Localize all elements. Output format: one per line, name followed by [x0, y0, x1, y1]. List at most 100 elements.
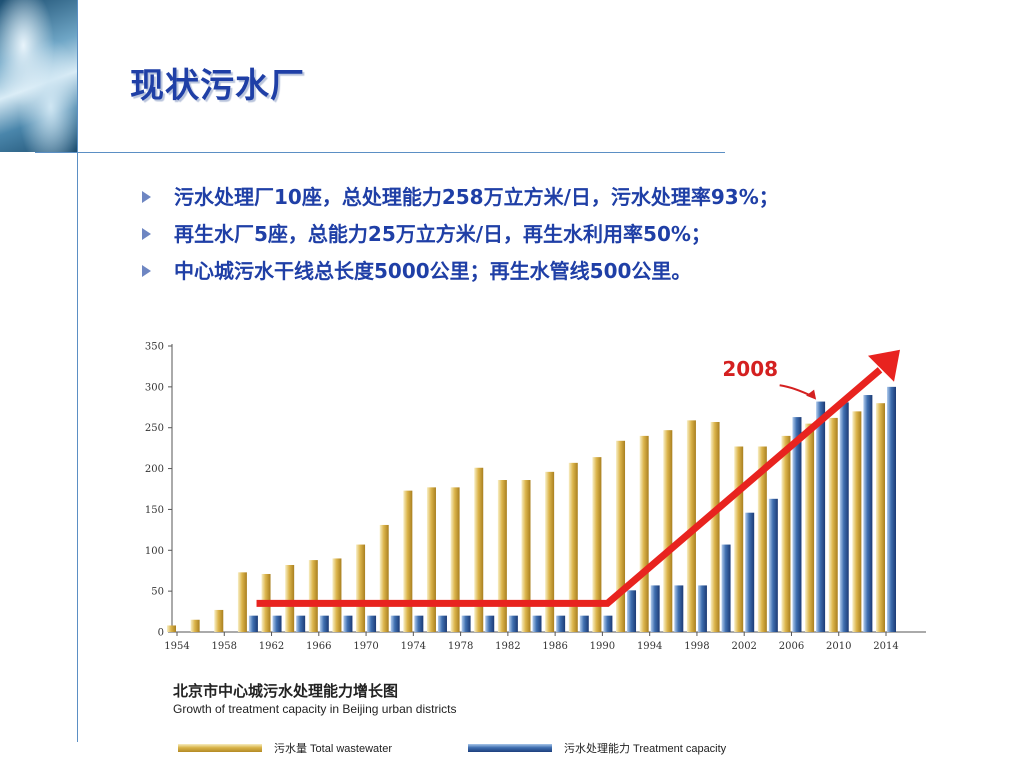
x-tick-label: 1962: [259, 641, 284, 652]
wastewater-bar: [852, 411, 862, 632]
x-tick-label: 1958: [212, 641, 237, 652]
y-tick-label: 50: [151, 587, 164, 598]
wastewater-bar: [828, 417, 838, 632]
water-splash-image: [0, 0, 78, 152]
wastewater-bar: [639, 435, 649, 632]
capacity-bar: [272, 615, 282, 632]
capacity-bar: [579, 615, 589, 632]
x-tick-label: 1974: [401, 641, 426, 652]
capacity-bar: [603, 615, 613, 632]
capacity-bar: [768, 498, 778, 632]
bullet-arrow-icon: [142, 228, 151, 240]
capacity-bar: [367, 615, 377, 632]
capacity-bar: [792, 417, 802, 632]
wastewater-bar: [781, 435, 791, 632]
x-tick-label: 2010: [826, 641, 851, 652]
trend-arrow-line: [256, 367, 883, 607]
trend-overlay: 2008: [256, 349, 900, 607]
bullet-item: 污水处理厂10座，总处理能力258万立方米/日，污水处理率93%；: [140, 180, 779, 217]
bullet-item: 再生水厂5座，总能力25万立方米/日，再生水利用率50%；: [140, 217, 779, 254]
capacity-bar: [296, 615, 306, 632]
capacity-bar: [887, 386, 896, 632]
capacity-bar: [650, 585, 660, 632]
wastewater-bar: [497, 480, 507, 632]
wastewater-bar: [237, 572, 247, 632]
trend-arrowhead: [868, 349, 900, 382]
bullet-arrow-icon: [142, 265, 151, 277]
wastewater-bar: [190, 619, 200, 632]
x-tick-label: 1982: [495, 641, 520, 652]
wastewater-bar: [474, 467, 484, 632]
capacity-bar: [414, 615, 424, 632]
x-tick-label: 2014: [873, 641, 898, 652]
wastewater-bar: [710, 421, 720, 632]
x-tick-label: 1994: [637, 641, 662, 652]
wastewater-bar: [167, 625, 176, 632]
wastewater-bar: [876, 403, 885, 632]
wastewater-bar: [663, 430, 673, 632]
bullet-list: 污水处理厂10座，总处理能力258万立方米/日，污水处理率93%； 再生水厂5座…: [140, 180, 779, 291]
wastewater-bar: [285, 564, 295, 632]
legend-swatch-gold: [178, 744, 262, 752]
bullet-text: 中心城污水干线总长度5000公里；再生水管线500公里。: [174, 259, 692, 283]
annotation-pointer-arrowhead: [806, 389, 817, 400]
bullet-text: 污水处理厂10座，总处理能力258万立方米/日，污水处理率93%；: [174, 185, 779, 209]
legend-item-wastewater: 污水量 Total wastewater: [178, 740, 392, 756]
capacity-growth-chart: 0 50 100 150 200 250 300 350 1954 1958 1962 1966 197…: [145, 342, 926, 652]
capacity-bar: [839, 402, 849, 632]
wastewater-bar: [734, 446, 744, 632]
wastewater-bar: [757, 446, 767, 632]
capacity-bar: [390, 615, 400, 632]
capacity-bar: [745, 512, 755, 632]
chart-title: 北京市中心城污水处理能力增长图: [173, 682, 399, 700]
wastewater-bar: [521, 480, 531, 632]
wastewater-bar: [568, 462, 578, 632]
chart-subtitle: Growth of treatment capacity in Beijing …: [173, 702, 457, 716]
y-tick-label: 350: [145, 342, 164, 353]
x-tick-label: 1978: [448, 641, 473, 652]
wastewater-bar: [592, 457, 602, 632]
capacity-bar: [343, 615, 353, 632]
wastewater-bar: [686, 420, 696, 632]
capacity-bar: [863, 395, 873, 632]
capacity-bar: [437, 615, 447, 632]
y-tick-label: 100: [145, 546, 164, 557]
capacity-bar: [319, 615, 329, 632]
title-underline: [35, 152, 725, 153]
legend-label: 污水处理能力 Treatment capacity: [564, 743, 727, 755]
wastewater-bar: [545, 471, 555, 632]
capacity-bar: [248, 615, 258, 632]
vertical-divider: [77, 0, 78, 742]
y-tick-label: 0: [158, 628, 164, 639]
x-tick-label: 1970: [353, 641, 378, 652]
wastewater-bar: [450, 487, 460, 632]
capacity-bar: [697, 585, 707, 632]
x-tick-label: 2002: [731, 641, 756, 652]
chart-bars: [167, 386, 896, 632]
wastewater-bar: [379, 524, 389, 632]
wastewater-bar: [616, 440, 626, 632]
legend-swatch-blue: [468, 744, 552, 752]
wastewater-bar: [403, 490, 413, 632]
y-tick-label: 250: [145, 423, 164, 434]
wastewater-bar: [356, 544, 366, 632]
x-tick-label: 1990: [590, 641, 615, 652]
x-tick-label: 1954: [164, 641, 189, 652]
capacity-bar: [721, 544, 731, 632]
y-tick-label: 200: [145, 464, 164, 475]
bullet-text: 再生水厂5座，总能力25万立方米/日，再生水利用率50%；: [174, 222, 711, 246]
wastewater-bar: [426, 487, 436, 632]
y-tick-label: 300: [145, 382, 164, 393]
x-tick-label: 1966: [306, 641, 331, 652]
y-tick-label: 150: [145, 505, 164, 516]
page-title: 现状污水厂: [130, 66, 305, 106]
bullet-item: 中心城污水干线总长度5000公里；再生水管线500公里。: [140, 254, 779, 291]
capacity-bar: [816, 401, 826, 632]
capacity-bar: [556, 615, 566, 632]
annotation-2008: 2008: [722, 357, 778, 381]
x-tick-label: 1986: [542, 641, 567, 652]
wastewater-bar: [214, 609, 224, 632]
wastewater-bar: [805, 423, 815, 632]
wastewater-bar: [308, 560, 318, 632]
x-tick-label: 1998: [684, 641, 709, 652]
